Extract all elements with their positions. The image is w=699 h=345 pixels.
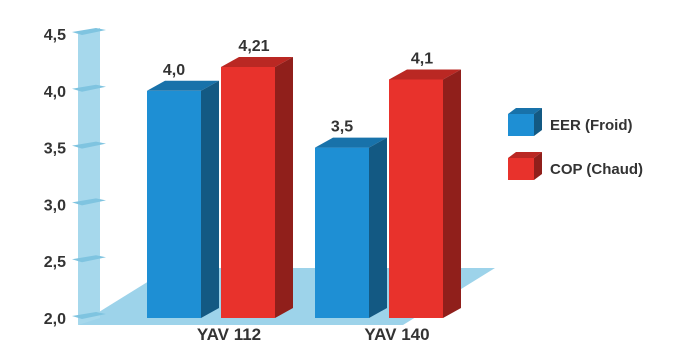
y-tick-label: 4,0	[44, 84, 66, 101]
legend-item-eer: EER (Froid)	[508, 108, 633, 136]
legend-swatch	[508, 114, 534, 136]
bar-side	[201, 80, 219, 318]
x-category-label: YAV 112	[197, 325, 261, 344]
bar-top	[389, 69, 461, 80]
y-tick-mark	[72, 141, 106, 149]
y-tick-label: 2,0	[44, 311, 66, 328]
y-tick-mark	[72, 255, 106, 263]
y-tick-mark	[72, 312, 106, 319]
chart-y-wall	[78, 28, 100, 325]
bar-front	[315, 147, 369, 318]
legend-swatch-top	[508, 108, 542, 114]
bar-front	[221, 66, 275, 318]
data-label: 4,1	[411, 50, 433, 67]
y-tick-mark	[72, 28, 106, 35]
data-label: 4,0	[163, 62, 185, 79]
bar-top	[315, 137, 387, 148]
bar-side	[275, 56, 293, 318]
bar-eer-1	[147, 80, 219, 318]
y-tick-mark	[72, 198, 106, 206]
bar-cop-2	[389, 69, 461, 318]
y-tick-label: 4,5	[44, 27, 66, 44]
bar-eer-2	[315, 137, 387, 318]
y-tick-label: 3,0	[44, 197, 66, 214]
bar-front	[147, 90, 201, 318]
bar-side	[443, 69, 461, 318]
legend-swatch-side	[534, 152, 542, 180]
x-category-label: YAV 140	[364, 325, 429, 344]
y-tick-label: 3,5	[44, 141, 66, 158]
legend-swatch-top	[508, 152, 542, 158]
bar-side	[369, 137, 387, 318]
legend-label: EER (Froid)	[550, 117, 633, 134]
data-label: 3,5	[331, 119, 353, 136]
bar-cop-1	[221, 56, 293, 318]
legend-label: COP (Chaud)	[550, 161, 643, 178]
y-tick-label: 2,5	[44, 254, 66, 271]
legend-swatch	[508, 158, 534, 180]
bar-top	[147, 80, 219, 91]
y-tick-mark	[72, 84, 106, 92]
data-label: 4,21	[238, 38, 269, 55]
legend-swatch-side	[534, 108, 542, 136]
bar-front	[389, 79, 443, 318]
bar-top	[221, 56, 293, 67]
legend-item-cop: COP (Chaud)	[508, 152, 643, 180]
